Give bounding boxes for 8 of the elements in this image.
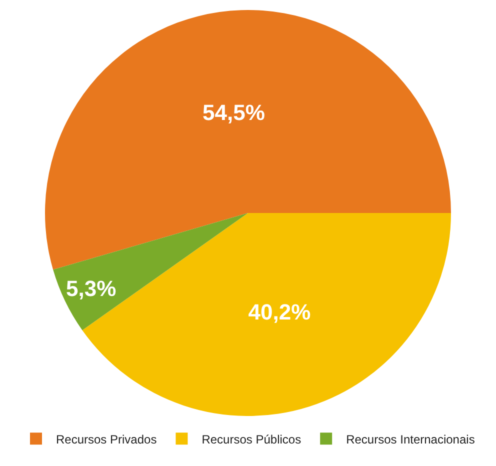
legend-label: Recursos Internacionais <box>346 432 475 446</box>
legend-label: Recursos Privados <box>56 432 157 446</box>
pie-slice <box>45 10 451 270</box>
legend-label: Recursos Públicos <box>202 432 302 446</box>
pie-slice <box>53 213 248 330</box>
data-label: 5,3% <box>66 276 116 302</box>
data-label: 40,2% <box>248 300 311 325</box>
data-label: 54,5% <box>202 100 265 126</box>
